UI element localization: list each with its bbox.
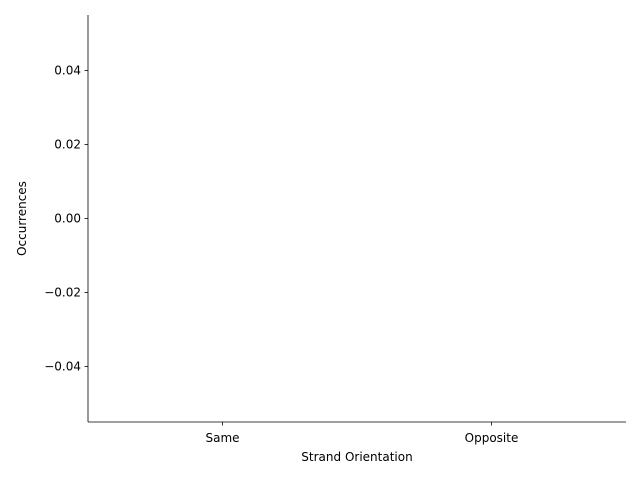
y-tick-label: 0.00: [54, 212, 81, 226]
y-axis-ticks: −0.04 −0.02 0.00 0.02 0.04: [44, 64, 88, 374]
y-tick-label: −0.02: [44, 286, 81, 300]
y-tick-label: 0.04: [54, 64, 81, 78]
y-tick-label: 0.02: [54, 138, 81, 152]
plot-area: −0.04 −0.02 0.00 0.02 0.04 Same Opposite: [44, 15, 626, 445]
x-axis-title: Strand Orientation: [301, 450, 412, 464]
x-axis-ticks: Same Opposite: [205, 422, 518, 445]
x-tick-label: Opposite: [465, 431, 519, 445]
x-tick-label: Same: [205, 431, 239, 445]
y-tick-label: −0.04: [44, 360, 81, 374]
y-axis-title: Occurrences: [15, 181, 29, 256]
